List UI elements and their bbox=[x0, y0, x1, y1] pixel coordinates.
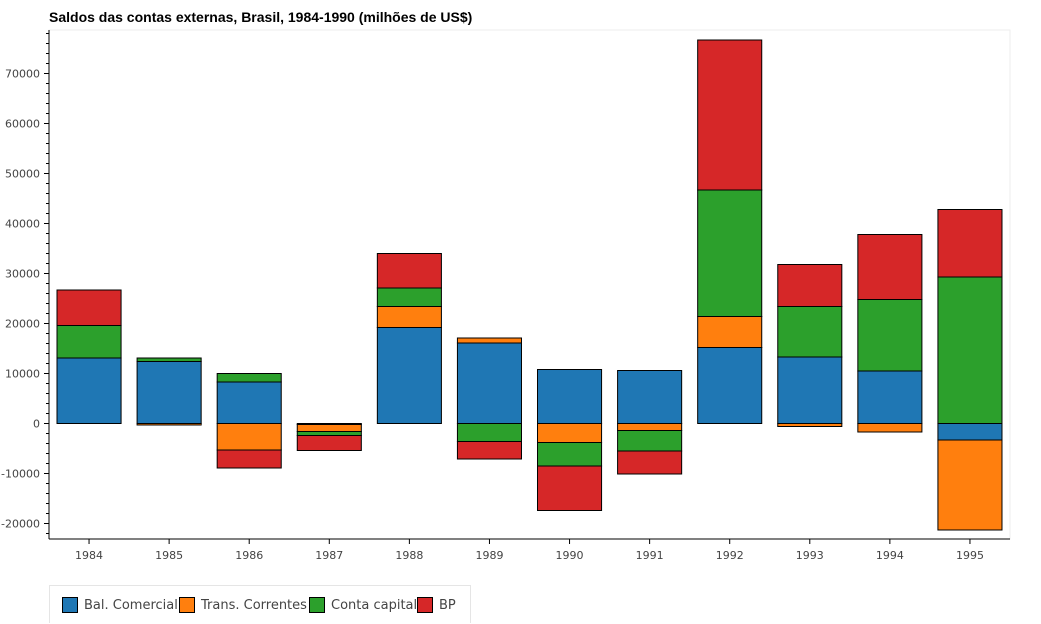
bar-bal-comercial-1995 bbox=[937, 423, 1003, 441]
legend-swatch bbox=[179, 597, 195, 613]
bar-bp-1994 bbox=[857, 234, 923, 300]
y-tick-label: 50000 bbox=[5, 168, 40, 181]
bar-conta-capital-1984 bbox=[56, 325, 122, 359]
bar-trans-correntes-1988 bbox=[376, 306, 442, 328]
legend-swatch bbox=[62, 597, 78, 613]
x-tick-label-1988: 1988 bbox=[395, 549, 423, 562]
x-tick-label-1993: 1993 bbox=[796, 549, 824, 562]
bar-bal-comercial-1993 bbox=[777, 356, 843, 424]
bar-bp-1995 bbox=[937, 209, 1003, 278]
bar-bal-comercial-1988 bbox=[376, 327, 442, 424]
bar-bal-comercial-1992 bbox=[697, 347, 763, 424]
x-tick-label-1986: 1986 bbox=[235, 549, 263, 562]
legend-label: Trans. Correntes bbox=[201, 597, 307, 613]
bar-bp-1992 bbox=[697, 39, 763, 191]
bar-bal-comercial-1985 bbox=[136, 361, 202, 424]
bar-conta-capital-1991 bbox=[617, 430, 683, 452]
legend-item-bal-comercial[interactable]: Bal. Comercial bbox=[62, 596, 178, 614]
legend-item-bp[interactable]: BP bbox=[417, 596, 456, 614]
bar-bal-comercial-1984 bbox=[56, 357, 122, 424]
bar-bp-1984 bbox=[56, 289, 122, 326]
bar-bal-comercial-1990 bbox=[537, 369, 603, 424]
bar-bal-comercial-1994 bbox=[857, 370, 923, 424]
bar-conta-capital-1990 bbox=[537, 442, 603, 467]
x-tick-label-1990: 1990 bbox=[556, 549, 584, 562]
bar-bp-1987 bbox=[296, 435, 362, 451]
x-tick-label-1995: 1995 bbox=[956, 549, 984, 562]
x-tick-label-1994: 1994 bbox=[876, 549, 904, 562]
bar-trans-correntes-1994 bbox=[857, 423, 923, 433]
bar-conta-capital-1986 bbox=[216, 373, 282, 383]
legend-label: Bal. Comercial bbox=[84, 597, 178, 613]
bar-bp-1990 bbox=[537, 465, 603, 511]
legend-swatch bbox=[309, 597, 325, 613]
bar-trans-correntes-1990 bbox=[537, 423, 603, 443]
y-tick-label: 0 bbox=[33, 418, 40, 431]
bar-trans-correntes-1986 bbox=[216, 423, 282, 451]
bar-bal-comercial-1989 bbox=[456, 342, 522, 424]
bar-conta-capital-1992 bbox=[697, 189, 763, 317]
y-tick-label: 20000 bbox=[5, 318, 40, 331]
chart-title: Saldos das contas externas, Brasil, 1984… bbox=[49, 9, 472, 25]
legend: Bal. Comercial Trans. Correntes Conta ca… bbox=[49, 585, 471, 623]
bar-bp-1993 bbox=[777, 264, 843, 307]
bar-trans-correntes-1995 bbox=[937, 439, 1003, 531]
bar-conta-capital-1987 bbox=[296, 431, 362, 436]
bar-bp-1989 bbox=[456, 441, 522, 460]
legend-label: Conta capital bbox=[331, 597, 418, 613]
y-tick-label: 70000 bbox=[5, 68, 40, 81]
bar-bp-1991 bbox=[617, 450, 683, 475]
bar-conta-capital-1993 bbox=[777, 306, 843, 358]
bar-conta-capital-1994 bbox=[857, 299, 923, 372]
y-axis: -20000 -10000 0 10000 20000 30000 40000 50000 60… bbox=[1, 30, 50, 539]
bar-trans-correntes-1991 bbox=[617, 423, 683, 431]
legend-item-conta-capital[interactable]: Conta capital bbox=[309, 596, 417, 614]
bar-trans-correntes-1985 bbox=[136, 423, 202, 426]
x-axis: 1984 1985 1986 1987 1988 1989 1990 1991 1992 1993… bbox=[49, 538, 1010, 562]
bars-layer bbox=[56, 39, 1003, 531]
bar-conta-capital-1988 bbox=[376, 287, 442, 307]
bar-bal-comercial-1991 bbox=[617, 370, 683, 424]
x-tick-label-1987: 1987 bbox=[315, 549, 343, 562]
y-tick-label: -10000 bbox=[1, 468, 40, 481]
legend-item-trans-correntes[interactable]: Trans. Correntes bbox=[179, 596, 307, 614]
y-tick-label: 60000 bbox=[5, 118, 40, 131]
bar-bp-1986 bbox=[216, 449, 282, 469]
plot-area bbox=[48, 29, 1011, 540]
bar-conta-capital-1985 bbox=[136, 357, 202, 362]
bar-trans-correntes-1989 bbox=[456, 337, 522, 344]
bar-conta-capital-1989 bbox=[456, 423, 522, 442]
y-tick-label: -20000 bbox=[1, 518, 40, 531]
y-tick-label: 40000 bbox=[5, 218, 40, 231]
x-tick-label-1989: 1989 bbox=[475, 549, 503, 562]
legend-swatch bbox=[417, 597, 433, 613]
x-tick-label-1985: 1985 bbox=[155, 549, 183, 562]
y-tick-label: 10000 bbox=[5, 368, 40, 381]
bar-bp-1988 bbox=[376, 253, 442, 289]
x-tick-label-1984: 1984 bbox=[75, 549, 103, 562]
x-tick-label-1991: 1991 bbox=[636, 549, 664, 562]
bar-trans-correntes-1987 bbox=[296, 424, 362, 432]
bar-bal-comercial-1986 bbox=[216, 381, 282, 424]
legend-label: BP bbox=[439, 597, 456, 613]
bar-trans-correntes-1992 bbox=[697, 316, 763, 348]
y-tick-label: 30000 bbox=[5, 268, 40, 281]
bar-trans-correntes-1993 bbox=[777, 423, 843, 427]
bar-conta-capital-1995 bbox=[937, 276, 1003, 424]
x-tick-label-1992: 1992 bbox=[716, 549, 744, 562]
